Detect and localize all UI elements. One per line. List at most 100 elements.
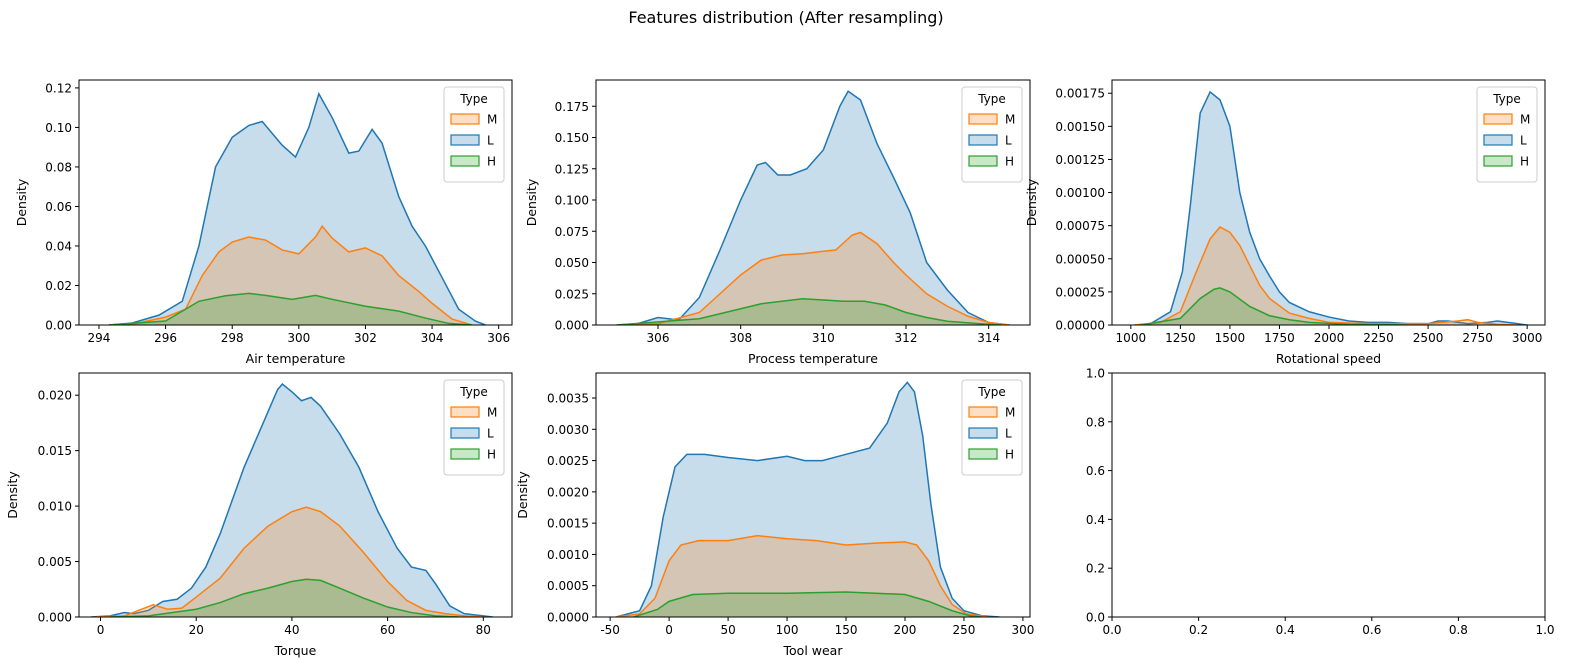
y-tick-label: 0.0010 <box>547 548 589 562</box>
y-tick-label: 0.100 <box>555 194 589 208</box>
x-tick-label: 1000 <box>1116 331 1147 345</box>
legend-label-H: H <box>1005 155 1014 169</box>
x-tick-label: 2000 <box>1314 331 1345 345</box>
y-tick-label: 0.00150 <box>1055 120 1105 134</box>
x-tick-label: 20 <box>189 623 204 637</box>
subplot-1: 294 296 298 300 302 304 306 0.00 0.02 0.04 0.06 0.0… <box>14 79 513 366</box>
x-tick-label: 50 <box>720 623 735 637</box>
legend-swatch-L <box>968 134 998 146</box>
y-tick-label: 0.02 <box>45 279 72 293</box>
density-area-H <box>1140 287 1409 325</box>
y-tick-label: 0.0025 <box>547 454 589 468</box>
density-line-M <box>615 534 988 617</box>
y-tick-label: 0.000 <box>38 611 72 625</box>
axes-frame <box>78 372 513 618</box>
density-area-L <box>616 382 1000 617</box>
x-tick-label: 310 <box>812 331 835 345</box>
y-axis-label: Density <box>1024 178 1039 226</box>
x-tick-label: 1750 <box>1264 331 1295 345</box>
density-line-H <box>110 578 460 617</box>
y-tick-label: 0.00075 <box>1055 219 1105 233</box>
y-tick-label: 0.150 <box>555 131 589 145</box>
x-tick-label: 2250 <box>1363 331 1394 345</box>
density-line-H <box>616 297 1002 325</box>
subplot-3: 1000 1250 1500 1750 2000 2250 2500 2750 3000 0.00… <box>1024 79 1546 366</box>
x-tick-label: 294 <box>88 331 111 345</box>
x-tick-label: 300 <box>287 331 310 345</box>
axes-frame <box>595 79 1031 326</box>
density-line-M <box>616 231 1010 325</box>
y-tick-label: 0.12 <box>45 81 72 95</box>
y-tick-label: 0.000 <box>555 319 589 333</box>
legend-swatch-M <box>450 406 480 418</box>
density-line-H <box>1140 287 1409 325</box>
legend-label-M: M <box>487 113 497 127</box>
x-tick-label: 298 <box>221 331 244 345</box>
density-line-M <box>108 224 473 325</box>
legend-swatch-L <box>450 427 480 439</box>
density-line-L <box>616 90 1010 325</box>
density-area-M <box>616 232 1010 325</box>
x-axis-label: Tool wear <box>783 643 844 658</box>
x-tick-label: 304 <box>421 331 444 345</box>
x-tick-label: 60 <box>380 623 395 637</box>
y-tick-label: 0.10 <box>45 121 72 135</box>
legend-swatch-H <box>450 155 480 167</box>
y-tick-label: 0.0030 <box>547 423 589 437</box>
y-tick-label: 0.0 <box>1086 611 1105 625</box>
legend-swatch-L <box>450 134 480 146</box>
legend-swatch-L <box>1483 134 1513 146</box>
legend-label-H: H <box>487 155 496 169</box>
y-tick-label: 0.020 <box>38 389 72 403</box>
legend-label-M: M <box>1520 113 1530 127</box>
legend-title: Type <box>977 385 1006 399</box>
y-tick-label: 0.00025 <box>1055 285 1105 299</box>
legend-swatch-L <box>968 427 998 439</box>
x-tick-label: 308 <box>729 331 752 345</box>
density-area-L <box>616 91 1010 325</box>
figure-title: Features distribution (After resampling) <box>628 8 944 27</box>
x-tick-label: 0 <box>665 623 673 637</box>
x-tick-label: 3000 <box>1512 331 1543 345</box>
y-tick-label: 0.00000 <box>1055 319 1105 333</box>
legend-label-L: L <box>487 134 494 148</box>
x-tick-label: 1250 <box>1165 331 1196 345</box>
x-axis-label: Air temperature <box>246 351 346 366</box>
y-tick-label: 1.0 <box>1086 367 1105 381</box>
x-tick-label: 100 <box>776 623 799 637</box>
y-tick-label: 0.04 <box>45 239 72 253</box>
legend-label-H: H <box>1005 448 1014 462</box>
y-tick-label: 0.075 <box>555 225 589 239</box>
legend-swatch-H <box>450 448 480 460</box>
y-tick-label: 0.010 <box>38 500 72 514</box>
density-area-M <box>108 226 473 325</box>
y-tick-label: 0.00050 <box>1055 252 1105 266</box>
density-line-H <box>108 292 473 325</box>
legend-swatch-M <box>968 113 998 125</box>
x-tick-label: 2750 <box>1462 331 1493 345</box>
x-tick-label: 0.6 <box>1362 623 1381 637</box>
y-tick-label: 0.00100 <box>1055 186 1105 200</box>
x-tick-label: 0.4 <box>1276 623 1295 637</box>
legend-label-L: L <box>1005 134 1012 148</box>
axes-frame <box>1111 372 1546 618</box>
legend-swatch-H <box>968 448 998 460</box>
density-area-M <box>95 507 484 617</box>
y-tick-label: 0.0015 <box>547 517 589 531</box>
x-tick-label: 0.8 <box>1449 623 1468 637</box>
density-line-M <box>1134 226 1518 325</box>
axes-frame <box>595 372 1031 618</box>
density-area-L <box>90 384 493 617</box>
density-line-M <box>95 506 484 617</box>
subplot-6: 0.0 0.2 0.4 0.6 0.8 1.0 0.0 0.2 0.4 0.6 0.8 1.0 <box>1086 367 1555 638</box>
density-area-H <box>110 579 460 617</box>
legend-swatch-M <box>450 113 480 125</box>
x-tick-label: 312 <box>895 331 918 345</box>
x-tick-label: 1.0 <box>1535 623 1554 637</box>
density-line-L <box>90 383 493 617</box>
legend-title: Type <box>977 92 1006 106</box>
x-tick-label: 40 <box>284 623 299 637</box>
y-tick-label: 0.06 <box>45 200 72 214</box>
y-tick-label: 0.00175 <box>1055 87 1105 101</box>
